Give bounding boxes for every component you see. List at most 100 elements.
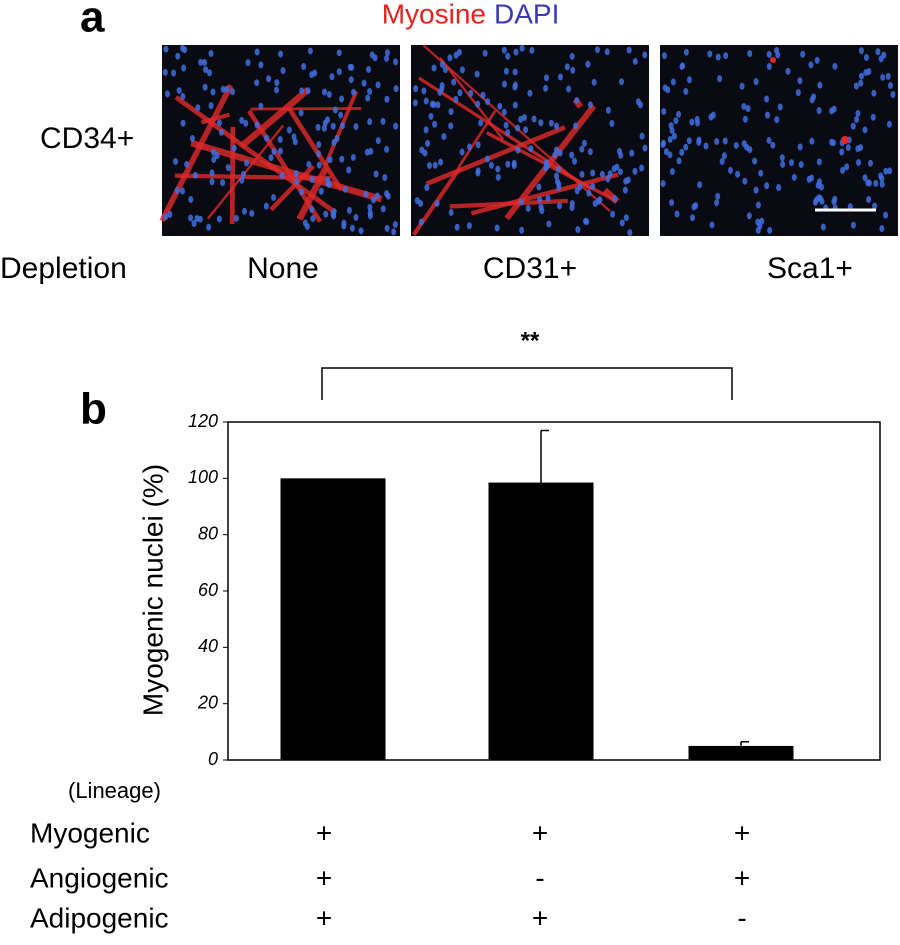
nucleus [809, 137, 815, 145]
nucleus [207, 69, 213, 77]
nucleus [478, 119, 484, 127]
nucleus [384, 95, 390, 103]
nucleus [707, 50, 713, 58]
nucleus [679, 148, 685, 156]
nucleus [585, 60, 591, 68]
nucleus [264, 134, 270, 142]
nucleus [372, 54, 378, 62]
nucleus [451, 78, 457, 86]
myosin-fiber [323, 90, 359, 168]
nucleus [503, 67, 509, 75]
nucleus [454, 223, 460, 231]
nucleus [862, 174, 868, 182]
nucleus [591, 78, 597, 86]
nucleus [181, 64, 187, 72]
nucleus [605, 175, 611, 183]
nucleus [482, 49, 488, 57]
nucleus [753, 78, 759, 86]
nucleus [210, 88, 216, 96]
nucleus [670, 78, 676, 86]
lineage-mark: + [316, 817, 332, 848]
nucleus [336, 68, 342, 76]
nucleus [746, 212, 752, 220]
nucleus [380, 205, 386, 213]
nucleus [306, 160, 312, 168]
nucleus [839, 148, 845, 156]
condition-label: None [247, 252, 319, 285]
nucleus [780, 160, 786, 168]
bar [280, 478, 386, 760]
nucleus [279, 171, 285, 179]
lineage-mark: + [734, 817, 750, 848]
nucleus [316, 150, 322, 158]
nucleus [349, 224, 355, 232]
nucleus [806, 175, 812, 183]
nucleus [428, 112, 434, 120]
nucleus [785, 67, 791, 75]
nucleus [258, 102, 264, 110]
nucleus [198, 58, 204, 66]
myosin-fiber [229, 126, 236, 225]
myosin-fiber [457, 110, 497, 168]
nucleus [171, 69, 177, 77]
nucleus [220, 179, 226, 187]
lineage-mark: - [535, 862, 544, 893]
nucleus [668, 122, 674, 130]
nucleus [312, 69, 318, 77]
nucleus [741, 102, 747, 110]
nucleus [715, 192, 721, 200]
nucleus [254, 79, 260, 87]
nucleus [710, 111, 716, 119]
nucleus [830, 139, 836, 147]
nucleus [625, 176, 631, 184]
nucleus [663, 148, 669, 156]
nucleus [518, 115, 524, 123]
nucleus [735, 170, 741, 178]
nucleus [382, 173, 388, 181]
nucleus [412, 99, 418, 107]
nucleus [174, 186, 180, 194]
nucleus [579, 170, 585, 178]
nucleus [277, 147, 283, 155]
myosin-fiber [286, 106, 343, 191]
nucleus [339, 122, 345, 130]
nucleus [639, 164, 645, 172]
y-tick-label: 20 [197, 692, 218, 712]
nucleus [495, 173, 501, 181]
nucleus [453, 51, 459, 59]
nucleus [556, 165, 562, 173]
nucleus [854, 116, 860, 124]
nucleus [239, 176, 245, 184]
micrograph-content [660, 47, 896, 234]
nucleus [575, 225, 581, 233]
nucleus [505, 160, 511, 168]
nucleus [495, 165, 501, 173]
nucleus [474, 70, 480, 78]
nucleus [431, 64, 437, 72]
nucleus [375, 81, 381, 89]
nucleus [220, 85, 226, 93]
nucleus [249, 209, 255, 217]
nucleus [552, 151, 558, 159]
nucleus [759, 217, 765, 225]
nucleus [752, 157, 758, 165]
nucleus [384, 145, 390, 153]
nucleus [629, 149, 635, 157]
nucleus [887, 82, 893, 90]
nucleus [544, 161, 550, 169]
nucleus [564, 63, 570, 71]
nucleus [505, 129, 511, 137]
nucleus [342, 185, 348, 193]
nucleus [816, 107, 822, 115]
nucleus [511, 159, 517, 167]
micrograph-content [412, 44, 648, 237]
nucleus [505, 52, 511, 60]
y-tick-label: 100 [188, 467, 218, 487]
lineage-mark: + [316, 862, 332, 893]
nucleus [278, 50, 284, 58]
nucleus [466, 143, 472, 151]
nucleus [569, 52, 575, 60]
y-tick-label: 80 [198, 523, 218, 543]
nucleus [366, 65, 372, 73]
nucleus [531, 115, 537, 123]
